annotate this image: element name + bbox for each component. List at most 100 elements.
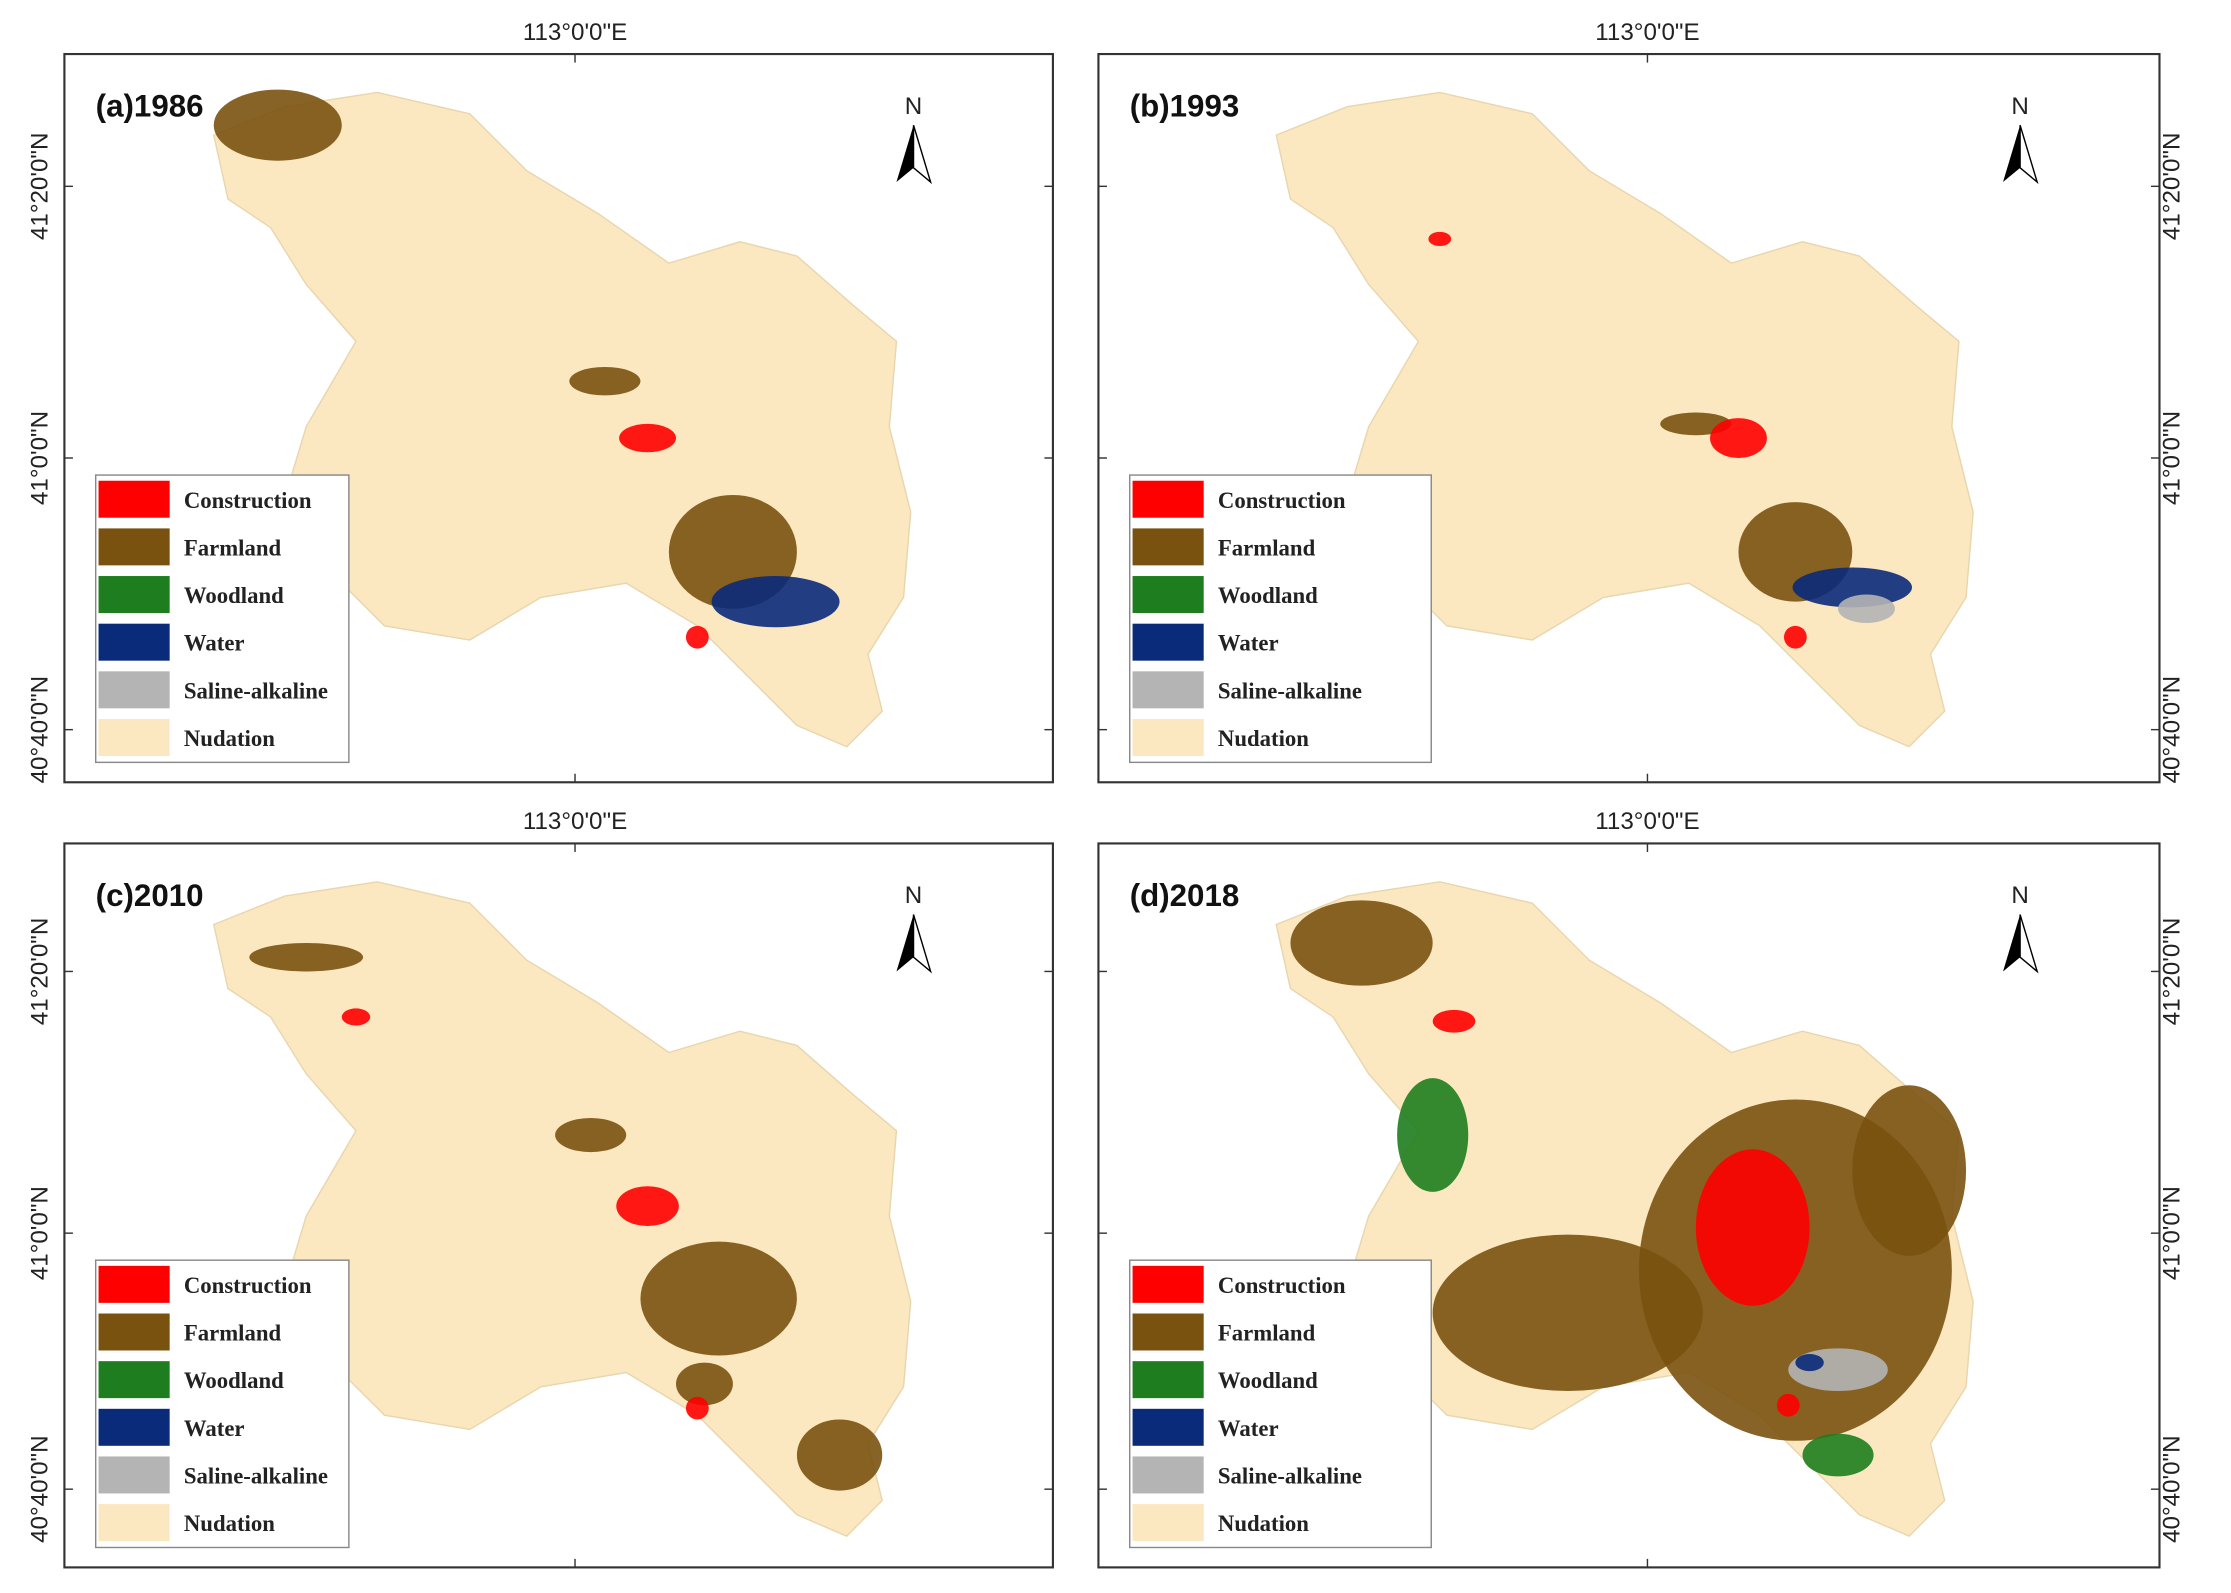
north-arrow	[896, 914, 914, 972]
legend-swatch	[98, 1313, 170, 1351]
land-patch	[341, 1008, 371, 1026]
north-arrow	[2003, 914, 2021, 972]
x-label: 113°0'0"E	[523, 808, 627, 835]
legend-label: Woodland	[1218, 583, 1318, 608]
legend-swatch	[98, 1265, 170, 1303]
lat-label: 41°20'0"N	[2158, 133, 2185, 240]
legend-label: Water	[1218, 631, 1279, 656]
legend-label: Nudation	[1218, 1511, 1309, 1536]
land-patch	[569, 366, 641, 396]
x-label: 113°0'0"E	[523, 19, 627, 46]
legend-swatch	[98, 1408, 170, 1446]
legend-label: Construction	[184, 1273, 312, 1298]
land-patch	[640, 1241, 797, 1356]
legend-label: Saline-alkaline	[1218, 1463, 1362, 1488]
legend-label: Woodland	[1218, 1368, 1318, 1393]
land-patch	[796, 1419, 883, 1491]
legend-label: Woodland	[184, 583, 284, 608]
lat-label: 40°40'0"N	[2158, 1435, 2185, 1542]
legend-swatch	[1132, 480, 1204, 518]
legend-label: Saline-alkaline	[1218, 678, 1362, 703]
legend-label: Saline-alkaline	[184, 1463, 328, 1488]
lat-label: 41°20'0"N	[26, 918, 53, 1025]
legend-swatch	[1132, 576, 1204, 614]
legend: Construction Farmland Woodland Water Saline-…	[1129, 474, 1432, 764]
north-label: N	[905, 93, 922, 120]
land-patch	[1795, 1354, 1824, 1372]
legend-swatch	[98, 576, 170, 614]
legend-label: Water	[184, 1416, 245, 1441]
legend-swatch	[98, 1456, 170, 1494]
legend-label: Farmland	[184, 1321, 282, 1346]
land-patch	[249, 942, 364, 972]
legend-label: Water	[1218, 1416, 1279, 1441]
land-patch	[711, 576, 840, 628]
x-label: 113°0'0"E	[1595, 808, 1699, 835]
legend-label: Nudation	[184, 1511, 275, 1536]
lat-label: 41°0'0"N	[26, 411, 53, 505]
map-panel: (d)2018 N 113°0'0"E 41°20'0"N 41°0'0"N 40°40'…	[1097, 808, 2185, 1569]
legend-swatch	[98, 671, 170, 709]
legend-swatch	[1132, 1265, 1204, 1303]
land-patch	[1783, 625, 1807, 649]
land-patch	[1802, 1433, 1874, 1477]
panel-title: (a)1986	[96, 89, 204, 124]
x-label: 113°0'0"E	[1595, 19, 1699, 46]
land-patch	[685, 1396, 709, 1420]
region-nudation	[212, 881, 912, 1537]
land-patch	[1838, 594, 1895, 623]
legend-swatch	[1132, 718, 1204, 756]
panel-title: (c)2010	[96, 878, 204, 913]
map-panel: (b)1993 N 113°0'0"E 41°20'0"N 41°0'0"N 40°40'…	[1097, 19, 2185, 783]
legend-box	[1129, 474, 1432, 764]
land-patch	[1432, 1234, 1703, 1392]
legend-label: Farmland	[184, 535, 282, 560]
legend-swatch	[1132, 528, 1204, 566]
legend-label: Farmland	[1218, 535, 1316, 560]
land-patch	[1695, 1149, 1810, 1306]
north-label: N	[905, 882, 922, 909]
map-panel: (a)1986 N 113°0'0"E 41°20'0"N 41°0'0"N 40°40'…	[26, 19, 1054, 783]
land-patch	[1852, 1085, 1967, 1256]
legend-box	[1129, 1259, 1432, 1549]
legend: Construction Farmland Woodland Water Saline-…	[94, 1259, 350, 1549]
legend-swatch	[1132, 1456, 1204, 1494]
land-patch	[1432, 1009, 1476, 1033]
legend-swatch	[98, 623, 170, 661]
lat-label: 41°0'0"N	[26, 1186, 53, 1280]
legend-label: Water	[184, 631, 245, 656]
panel-title: (d)2018	[1130, 878, 1240, 913]
north-arrow	[896, 125, 914, 183]
legend-swatch	[1132, 1504, 1204, 1542]
north-label: N	[2011, 93, 2028, 120]
legend-swatch	[1132, 671, 1204, 709]
land-patch	[616, 1186, 679, 1227]
legend-swatch	[98, 1504, 170, 1542]
legend: Construction Farmland Woodland Water Saline-…	[94, 474, 350, 764]
land-patch	[685, 625, 709, 649]
land-patch	[1428, 231, 1452, 247]
legend-box	[94, 1259, 350, 1549]
legend-label: Woodland	[184, 1368, 284, 1393]
lat-label: 41°0'0"N	[2158, 411, 2185, 505]
land-patch	[213, 89, 342, 161]
lat-label: 40°40'0"N	[26, 1435, 53, 1542]
legend-label: Construction	[184, 488, 312, 513]
land-patch	[555, 1117, 627, 1153]
legend-label: Construction	[1218, 1273, 1346, 1298]
legend-swatch	[1132, 623, 1204, 661]
land-patch	[1710, 418, 1767, 458]
north-arrow	[2019, 124, 2039, 185]
legend-box	[94, 474, 350, 764]
land-patch	[676, 1362, 733, 1406]
lat-label: 40°40'0"N	[26, 676, 53, 783]
north-arrow	[912, 914, 932, 974]
north-arrow	[2003, 125, 2021, 183]
map-panel: (c)2010 N 113°0'0"E 41°20'0"N 41°0'0"N 40°40'…	[26, 808, 1054, 1569]
legend-label: Nudation	[1218, 726, 1309, 751]
legend-swatch	[1132, 1313, 1204, 1351]
lat-label: 41°20'0"N	[26, 133, 53, 240]
legend-swatch	[98, 1361, 170, 1399]
north-label: N	[2011, 882, 2028, 909]
